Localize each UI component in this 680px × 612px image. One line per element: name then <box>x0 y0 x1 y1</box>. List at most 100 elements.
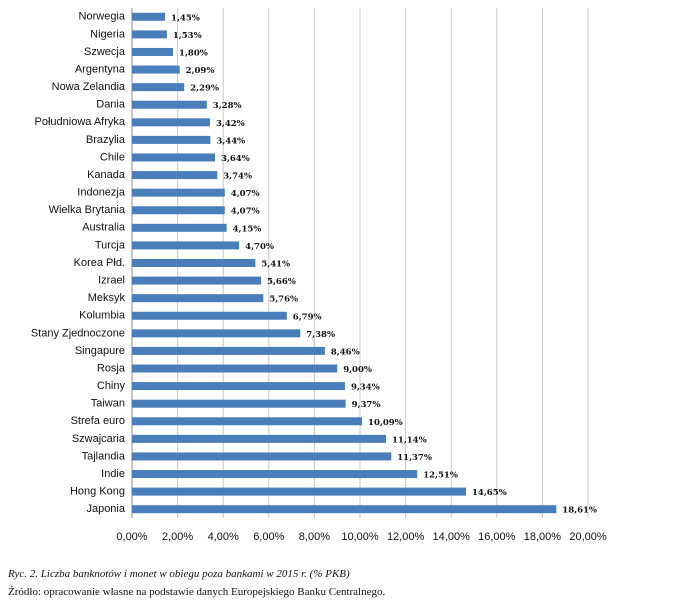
grid: 0,00% 2,00% 4,00% 6,00% 8,00% 10,00% 12,00% 14,… <box>116 8 607 543</box>
value-label: 2,29% <box>190 84 219 94</box>
bar <box>132 470 418 479</box>
category-label: Wielka Brytania <box>49 204 126 216</box>
category-label: Singapure <box>75 345 125 357</box>
bar <box>132 364 338 373</box>
category-label: Japonia <box>86 503 125 515</box>
category-label: Strefa euro <box>71 415 125 427</box>
bar <box>132 294 264 303</box>
category-label: Szwecja <box>84 46 126 58</box>
category-label: Stany Zjednoczone <box>31 327 125 339</box>
bar <box>132 171 218 180</box>
value-label: 5,76% <box>269 295 298 305</box>
bar <box>132 276 262 285</box>
bar <box>132 487 467 496</box>
bar <box>132 206 225 215</box>
bar <box>132 118 210 127</box>
bar <box>132 382 345 391</box>
marks: Norwegia 1,45% Nigeria 1,53% Szwecja 1,80% Arg… <box>31 11 597 516</box>
value-label: 6,79% <box>293 312 322 322</box>
bar <box>132 83 185 92</box>
bar <box>132 188 225 197</box>
bar <box>132 100 207 109</box>
value-label: 8,46% <box>331 347 360 357</box>
value-label: 5,41% <box>261 260 290 270</box>
bar <box>132 241 240 250</box>
source: Źródło: opracowanie własne na podstawie … <box>8 586 385 598</box>
value-label: 11,37% <box>397 453 432 463</box>
category-label: Tajlandia <box>82 450 126 462</box>
bar <box>132 65 180 74</box>
category-label: Dania <box>96 99 126 111</box>
value-label: 3,74% <box>223 172 252 182</box>
value-label: 10,09% <box>368 418 403 428</box>
value-label: 11,14% <box>392 435 427 445</box>
bar <box>132 47 174 56</box>
x-tick-label: 12,00% <box>387 531 425 543</box>
category-label: Chile <box>100 151 125 163</box>
category-label: Turcja <box>95 239 126 251</box>
x-tick-label: 14,00% <box>433 531 471 543</box>
bar <box>132 153 215 162</box>
value-label: 7,38% <box>306 330 335 340</box>
bar <box>132 452 392 461</box>
category-label: Indie <box>101 468 125 480</box>
category-label: Nigeria <box>90 28 126 40</box>
value-label: 3,28% <box>213 101 242 111</box>
category-label: Australia <box>82 222 126 234</box>
x-tick-label: 0,00% <box>116 531 147 543</box>
bar <box>132 12 166 21</box>
value-label: 4,07% <box>231 207 260 217</box>
bar <box>132 505 557 514</box>
category-label: Izrael <box>98 274 125 286</box>
category-label: Norwegia <box>79 11 126 23</box>
category-label: Meksyk <box>88 292 126 304</box>
caption: Ryc. 2. Liczba banknotów i monet w obieg… <box>7 568 350 580</box>
category-label: Rosja <box>97 362 126 374</box>
value-label: 9,37% <box>352 400 381 410</box>
x-tick-label: 4,00% <box>208 531 239 543</box>
category-label: Korea Płd. <box>74 257 125 269</box>
x-tick-label: 16,00% <box>478 531 516 543</box>
value-label: 12,51% <box>423 471 458 481</box>
value-label: 9,34% <box>351 383 380 393</box>
x-tick-label: 18,00% <box>524 531 562 543</box>
value-label: 4,70% <box>245 242 274 252</box>
bar <box>132 399 346 408</box>
value-label: 5,66% <box>267 277 296 287</box>
value-label: 14,65% <box>472 488 507 498</box>
x-tick-label: 6,00% <box>253 531 284 543</box>
value-label: 3,44% <box>216 136 245 146</box>
category-label: Indonezja <box>77 187 126 199</box>
category-label: Szwajcaria <box>72 433 126 445</box>
bar <box>132 259 256 267</box>
category-label: Kanada <box>87 169 126 181</box>
value-label: 4,15% <box>233 224 262 234</box>
bar <box>132 135 211 144</box>
bar <box>132 329 301 338</box>
category-label: Taiwan <box>91 398 125 410</box>
x-tick-label: 8,00% <box>299 531 330 543</box>
value-label: 4,07% <box>231 189 260 199</box>
category-label: Południowa Afryka <box>35 116 126 128</box>
value-label: 3,64% <box>221 154 250 164</box>
bar <box>132 417 363 426</box>
x-tick-label: 2,00% <box>162 531 193 543</box>
category-label: Nowa Zelandia <box>52 81 126 93</box>
value-label: 1,45% <box>171 13 200 23</box>
x-tick-label: 20,00% <box>569 531 607 543</box>
category-label: Chiny <box>97 380 126 392</box>
bar <box>132 223 227 232</box>
value-label: 1,53% <box>173 31 202 41</box>
bar <box>132 346 325 355</box>
x-tick-label: 10,00% <box>341 531 379 543</box>
category-label: Brazylia <box>86 134 126 146</box>
bar <box>132 434 386 443</box>
category-label: Hong Kong <box>70 486 125 498</box>
bar <box>132 30 167 39</box>
value-label: 9,00% <box>343 365 372 375</box>
value-label: 2,09% <box>186 66 215 76</box>
category-label: Kolumbia <box>79 310 126 322</box>
value-label: 1,80% <box>179 48 208 58</box>
category-label: Argentyna <box>75 63 126 75</box>
